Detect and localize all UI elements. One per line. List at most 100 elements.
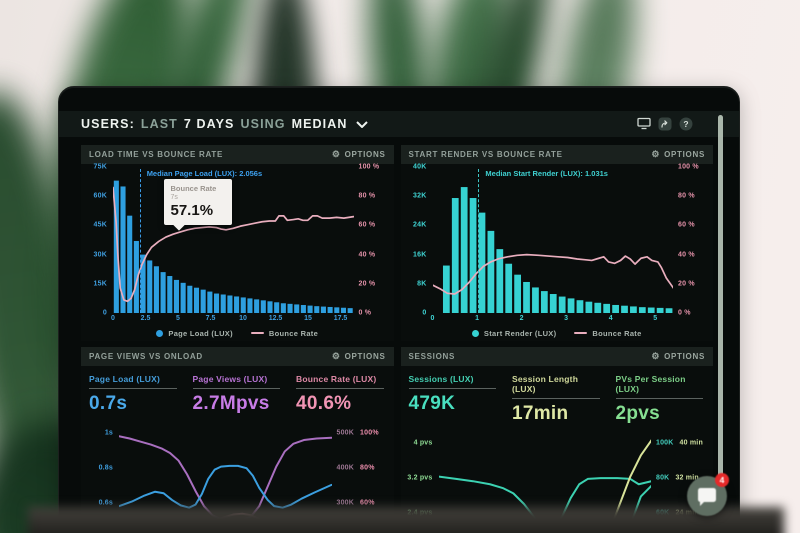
panel-header: LOAD TIME VS BOUNCE RATE ⚙ OPTIONS bbox=[81, 145, 394, 164]
chat-icon bbox=[698, 488, 716, 506]
metric-row: Sessions (LUX) 479K Session Length (LUX) 17… bbox=[401, 369, 714, 428]
metric-label: Bounce Rate (LUX) bbox=[296, 374, 377, 384]
users-filter-dropdown[interactable]: USERS: LAST 7 DAYS USING MEDIAN bbox=[81, 117, 368, 131]
gear-icon: ⚙ bbox=[331, 149, 341, 159]
legend-line-swatch bbox=[250, 332, 264, 334]
options-label: OPTIONS bbox=[344, 352, 386, 361]
median-marker-label: Median Page Load (LUX): 2.056s bbox=[146, 169, 263, 178]
metric: Bounce Rate (LUX) 40.6% bbox=[296, 374, 384, 415]
plot-start-render[interactable]: Median Start Render (LUX): 1.031s bbox=[433, 167, 674, 313]
panel-load-time: LOAD TIME VS BOUNCE RATE ⚙ OPTIONS 75K 60… bbox=[81, 145, 394, 341]
panel-header: START RENDER VS BOUNCE RATE ⚙ OPTIONS bbox=[400, 145, 713, 164]
scrollbar[interactable] bbox=[718, 115, 723, 487]
axis-label: 80 % bbox=[678, 192, 695, 200]
metric-divider bbox=[296, 388, 384, 389]
chat-widget-button[interactable]: 4 bbox=[687, 473, 729, 516]
header-title-part: LAST bbox=[140, 117, 178, 131]
chart-legend: Start Render (LUX) Bounce Rate bbox=[401, 325, 714, 341]
chart-legend: Page Load (LUX) Bounce Rate bbox=[81, 325, 394, 341]
header-icons: ? bbox=[637, 117, 693, 131]
y-axis-right: 100 % 80 % 60 % 40 % 20 % 0 % bbox=[354, 164, 394, 317]
metric-divider bbox=[408, 388, 496, 389]
legend-dot-swatch bbox=[471, 329, 479, 337]
legend-item[interactable]: Start Render (LUX) bbox=[471, 329, 557, 338]
display-icon[interactable] bbox=[637, 117, 651, 131]
metric: Sessions (LUX) 479K bbox=[408, 374, 496, 425]
metric: PVs Per Session (LUX) 2pvs bbox=[615, 374, 703, 425]
options-label: OPTIONS bbox=[664, 352, 705, 361]
legend-item[interactable]: Bounce Rate bbox=[574, 329, 641, 338]
x-tick-label: 7.5 bbox=[205, 315, 216, 322]
metric-value: 479K bbox=[408, 393, 456, 414]
metric-value: 40.6% bbox=[296, 393, 352, 414]
axis-label: 60 % bbox=[678, 221, 695, 229]
legend-label: Bounce Rate bbox=[592, 328, 642, 338]
options-button[interactable]: ⚙ OPTIONS bbox=[651, 149, 705, 160]
metric-label: PVs Per Session (LUX) bbox=[615, 374, 686, 394]
metric-divider bbox=[615, 398, 703, 399]
dashboard: USERS: LAST 7 DAYS USING MEDIAN ? bbox=[59, 87, 739, 532]
x-tick-label: 10 bbox=[239, 315, 247, 322]
axis-label: 30K bbox=[93, 251, 107, 259]
axis-label: 15K bbox=[93, 280, 107, 288]
chevron-down-icon bbox=[355, 120, 368, 128]
metric-label: Page Load (LUX) bbox=[89, 374, 161, 384]
axis-label: 40K bbox=[413, 163, 427, 171]
gear-icon: ⚙ bbox=[651, 149, 661, 159]
x-tick-label: 5 bbox=[176, 315, 180, 322]
x-tick-label: 3 bbox=[564, 315, 569, 322]
median-marker-line bbox=[478, 169, 480, 313]
y-axis-left: 75K 60K 45K 30K 15K 0 bbox=[81, 164, 113, 317]
axis-label: 40 % bbox=[358, 251, 376, 259]
plot-load-time[interactable]: Bounce Rate 7s 57.1% Median Page Load (L… bbox=[113, 167, 354, 313]
metric-value: 17min bbox=[512, 403, 569, 424]
x-axis: 0 2.5 5 7.5 10 12.5 15 17.5 bbox=[111, 314, 354, 325]
tooltip: Bounce Rate 7s 57.1% bbox=[163, 178, 232, 225]
x-tick-label: 12.5 bbox=[268, 315, 283, 322]
metric: Page Load (LUX) 0.7s bbox=[89, 374, 177, 415]
chat-badge: 4 bbox=[715, 473, 729, 487]
options-button[interactable]: ⚙ OPTIONS bbox=[331, 149, 386, 160]
metric-label: Page Views (LUX) bbox=[192, 374, 268, 384]
axis-label: 500K 100% bbox=[336, 429, 379, 437]
axis-label: 60 % bbox=[358, 221, 376, 229]
axis-label: 20 % bbox=[358, 280, 376, 288]
axis-label: 60K bbox=[93, 192, 107, 200]
axis-label: 45K bbox=[93, 221, 107, 229]
axis-label: 20 % bbox=[678, 280, 695, 288]
x-tick-label: 0 bbox=[430, 315, 435, 322]
x-tick-label: 2.5 bbox=[140, 315, 151, 322]
axis-label: 1s bbox=[104, 429, 113, 437]
x-tick-label: 4 bbox=[608, 315, 613, 322]
axis-label: 0 % bbox=[678, 309, 691, 317]
axis-label: 80 % bbox=[358, 192, 376, 200]
axis-label: 24K bbox=[413, 221, 427, 229]
axis-label: 40 % bbox=[678, 251, 695, 259]
legend-item[interactable]: Bounce Rate bbox=[250, 329, 318, 338]
panel-sessions: SESSIONS ⚙ OPTIONS Sessions (LUX) 479K Ses… bbox=[400, 347, 714, 533]
panel-title: START RENDER VS BOUNCE RATE bbox=[408, 150, 563, 159]
panel-title: SESSIONS bbox=[408, 352, 456, 361]
y-axis-left: 40K 32K 24K 16K 8K 0 bbox=[401, 163, 433, 317]
options-label: OPTIONS bbox=[344, 150, 386, 159]
panel-header: SESSIONS ⚙ OPTIONS bbox=[400, 347, 713, 366]
laptop-screen: USERS: LAST 7 DAYS USING MEDIAN ? bbox=[58, 86, 740, 533]
axis-label: 0 % bbox=[358, 309, 372, 317]
x-tick-label: 5 bbox=[653, 315, 658, 322]
help-icon[interactable]: ? bbox=[679, 117, 693, 131]
metric-value: 0.7s bbox=[89, 393, 128, 414]
options-button[interactable]: ⚙ OPTIONS bbox=[651, 352, 705, 362]
options-button[interactable]: ⚙ OPTIONS bbox=[331, 351, 386, 362]
x-axis: 0 1 2 3 4 5 bbox=[430, 314, 674, 325]
axis-label: 100K 40 min bbox=[656, 439, 703, 447]
metric-label: Sessions (LUX) bbox=[408, 374, 474, 384]
legend-item[interactable]: Page Load (LUX) bbox=[156, 329, 233, 338]
share-icon[interactable] bbox=[658, 117, 672, 131]
axis-label: 0.8s bbox=[98, 464, 113, 472]
axis-label: 8K bbox=[417, 280, 427, 288]
panel-title: LOAD TIME VS BOUNCE RATE bbox=[89, 150, 223, 159]
gear-icon: ⚙ bbox=[331, 351, 341, 361]
axis-label: 400K 80% bbox=[336, 464, 375, 472]
axis-label: 80K 32 min bbox=[656, 474, 699, 482]
